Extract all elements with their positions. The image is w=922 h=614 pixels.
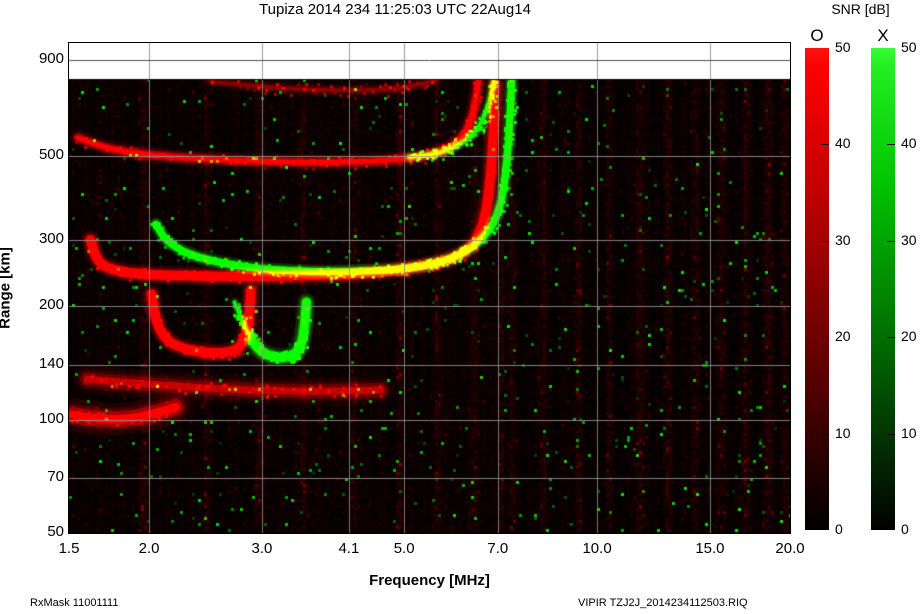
footer-source-file: VIPIR TZJ2J_2014234112503.RIQ bbox=[578, 597, 748, 609]
colorbar-x-mode-label: X bbox=[877, 26, 889, 45]
colorbar-tick-label: 50 bbox=[901, 39, 917, 55]
colorbar-o-gradient[interactable] bbox=[805, 48, 829, 530]
y-tick-label: 140 bbox=[38, 354, 64, 372]
colorbar-tick-label: 40 bbox=[835, 135, 851, 152]
x-tick-label: 15.0 bbox=[695, 540, 725, 557]
x-tick-label: 3.0 bbox=[251, 540, 273, 557]
colorbar-tick-label: 10 bbox=[901, 424, 917, 441]
colorbar-tick-mark bbox=[821, 433, 829, 435]
colorbar-tick-mark bbox=[821, 240, 829, 242]
page-title: Tupiza 2014 234 11:25:03 UTC 22Aug14 bbox=[259, 1, 531, 18]
colorbar-tick-mark bbox=[887, 433, 895, 435]
colorbar-tick-label: 0 bbox=[835, 521, 843, 537]
colorbar-tick-mark bbox=[887, 337, 895, 339]
y-tick-label: 300 bbox=[38, 229, 64, 247]
colorbar-tick-mark bbox=[821, 337, 829, 339]
y-tick-label: 100 bbox=[38, 409, 64, 427]
colorbar-o-mode-label: O bbox=[810, 26, 824, 45]
y-tick-label: 900 bbox=[38, 50, 64, 68]
ionogram-canvas[interactable] bbox=[69, 43, 790, 533]
colorbar-tick-mark bbox=[887, 240, 895, 242]
x-axis-ticks: 1.5 2.0 3.0 4.1 5.0 7.0 10.0 15.0 20.0 bbox=[0, 540, 922, 562]
x-tick-label: 20.0 bbox=[775, 540, 805, 557]
colorbar-tick-label: 20 bbox=[835, 328, 851, 345]
colorbar-tick-label: 40 bbox=[901, 135, 917, 152]
colorbar-tick-label: 10 bbox=[835, 424, 851, 441]
y-tick-label: 70 bbox=[47, 467, 64, 485]
colorbar-tick-label: 20 bbox=[901, 328, 917, 345]
colorbar-tick-label: 50 bbox=[835, 39, 851, 55]
colorbar-tick-mark bbox=[821, 144, 829, 146]
colorbar-x-gradient[interactable] bbox=[871, 48, 895, 530]
x-tick-label: 4.1 bbox=[338, 540, 360, 557]
colorbar-tick-label: 30 bbox=[835, 231, 851, 248]
x-tick-label: 10.0 bbox=[582, 540, 612, 557]
x-tick-label: 1.5 bbox=[58, 540, 80, 557]
x-tick-label: 5.0 bbox=[393, 540, 415, 557]
y-tick-label: 200 bbox=[38, 296, 64, 314]
colorbar-area: SNR [dB] O X 0 10 20 30 40 50 0 10 20 30 40 50 bbox=[795, 0, 922, 560]
colorbar-tick-label: 30 bbox=[901, 231, 917, 248]
x-axis-title: Frequency [MHz] bbox=[369, 572, 490, 589]
colorbar-title: SNR [dB] bbox=[831, 1, 890, 17]
y-tick-label: 50 bbox=[47, 523, 64, 540]
footer-rxmask: RxMask 11001111 bbox=[30, 597, 119, 609]
x-tick-label: 7.0 bbox=[487, 540, 509, 557]
y-tick-label: 500 bbox=[38, 146, 64, 164]
colorbar-tick-label: 0 bbox=[901, 521, 909, 537]
colorbar-tick-mark bbox=[887, 144, 895, 146]
y-axis-ticks: 900 500 300 200 140 100 70 50 bbox=[4, 42, 64, 540]
x-tick-label: 2.0 bbox=[138, 540, 160, 557]
